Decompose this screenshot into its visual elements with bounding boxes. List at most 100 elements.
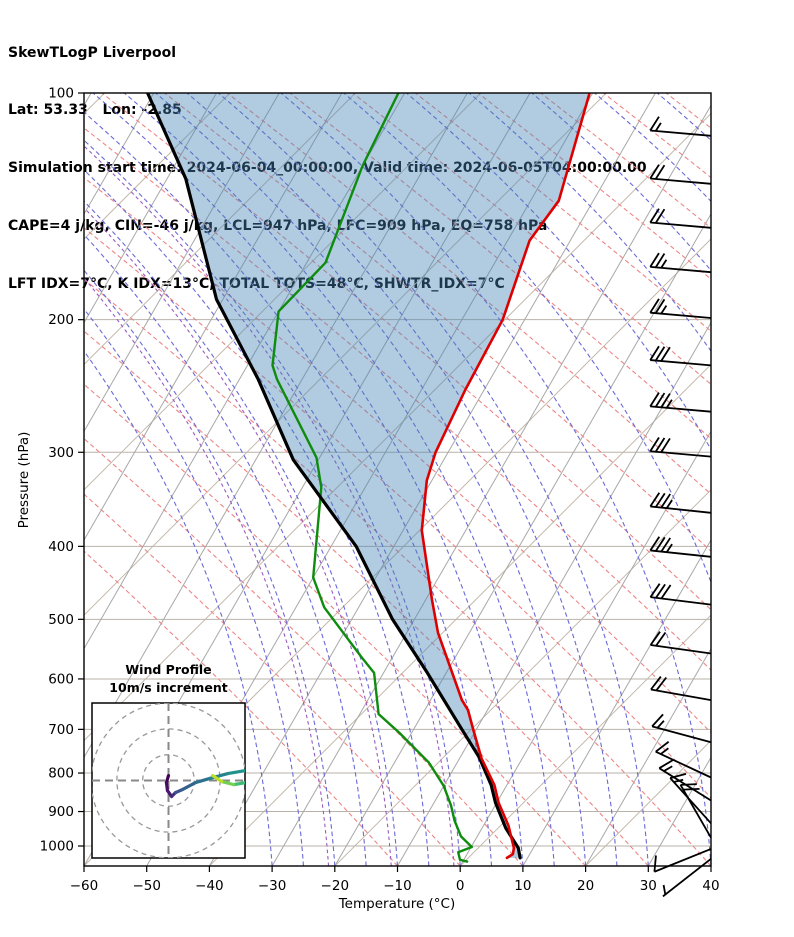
y-tick-label: 800 [48, 766, 74, 782]
barb-staff [650, 221, 712, 229]
hodograph-title-line1: Wind Profile [125, 662, 211, 677]
barb-feather-full [649, 298, 660, 314]
y-tick-label: 300 [48, 445, 74, 461]
header-indices-2: LFT IDX=7°C, K IDX=13°C, TOTAL TOTS=48°C… [8, 276, 505, 293]
barb-feather-full [649, 583, 661, 598]
barb-feather-full [654, 392, 666, 408]
wind-barb [649, 437, 712, 458]
barb-feather-full [655, 492, 666, 508]
y-tick-label: 200 [48, 312, 74, 328]
dry-adiabat-line [84, 278, 711, 866]
dry-adiabat-line [84, 383, 587, 866]
barb-feather-full [660, 393, 671, 408]
barb-feather-full [649, 252, 660, 268]
barb-feather-full [654, 437, 666, 453]
barb-staff [651, 725, 712, 744]
y-tick-label: 1000 [40, 839, 74, 855]
isotherm-line [84, 93, 343, 542]
x-tick-label: 0 [456, 878, 465, 894]
skew-gridline [84, 93, 482, 491]
moist-adiabat-line [656, 93, 711, 142]
barb-feather-full [651, 713, 664, 728]
dry-adiabat-line [84, 127, 711, 671]
barb-feather-full [655, 676, 667, 692]
wind-barb [651, 713, 712, 744]
y-tick-label: 400 [48, 539, 74, 555]
barb-feather-full [654, 253, 666, 268]
skew-gridline [84, 93, 356, 366]
x-tick-label: −60 [70, 878, 99, 894]
skew-gridline [459, 614, 711, 866]
barb-feather-half [662, 884, 667, 895]
barb-feather-full [649, 208, 660, 223]
dry-adiabat-line [101, 93, 711, 611]
isotherm-line [208, 93, 656, 866]
header-latlon: Lat: 53.33 Lon: -2.85 [8, 102, 182, 119]
barb-feather-full [654, 164, 666, 180]
barb-feather-full [649, 492, 661, 507]
hodograph-content [92, 703, 245, 858]
barb-feather-full [649, 345, 660, 361]
wind-barb [679, 783, 712, 839]
mixing-ratio-line [84, 145, 455, 866]
temperature-curve [420, 93, 591, 860]
barb-feather-full [660, 493, 672, 509]
barb-feather-full [655, 583, 666, 599]
wind-barb [649, 536, 712, 558]
skew-gridline [209, 363, 711, 866]
barb-staff [662, 858, 712, 898]
isotherm-line [459, 430, 711, 866]
x-tick-label: −40 [195, 878, 224, 894]
barb-feather-half [654, 122, 662, 132]
barb-feather-full [660, 437, 671, 453]
barb-feather-full [654, 298, 666, 314]
y-tick-label: 700 [48, 722, 74, 738]
x-tick-label: 40 [702, 878, 719, 894]
barb-staff [655, 750, 712, 779]
wind-barb [655, 741, 712, 779]
barb-feather-full [649, 437, 660, 452]
isotherm-line [710, 864, 711, 866]
barb-feather-half [665, 499, 673, 509]
barb-feather-full [669, 772, 687, 779]
dry-adiabat-line [84, 437, 524, 866]
barb-staff [654, 848, 712, 873]
hodograph-wind-path [244, 781, 245, 784]
barb-feather-full [655, 741, 670, 753]
barb-feather-full [649, 392, 660, 407]
hodograph-wind-path [211, 773, 224, 784]
isotherm-line [585, 647, 711, 866]
barb-staff [650, 644, 712, 655]
barb-feather-full [680, 783, 697, 786]
barb-feather-half [663, 765, 673, 772]
barb-staff [650, 405, 712, 413]
barb-staff [650, 311, 712, 319]
dry-adiabat-line [84, 330, 649, 866]
parcel-curve [146, 93, 522, 860]
hodograph-ring [142, 754, 195, 807]
skew-gridline [84, 93, 231, 240]
isotherm-line [522, 539, 711, 866]
isotherm-line [271, 104, 711, 866]
barb-feather-full [649, 631, 661, 646]
barb-feather-half [660, 305, 668, 315]
skew-gridline [585, 739, 711, 866]
barb-feather-full [683, 787, 700, 791]
barb-staff [650, 596, 712, 606]
x-tick-label: 10 [514, 878, 531, 894]
cape-shade-region [147, 93, 590, 858]
y-axis-label: Pressure (hPa) [16, 432, 32, 529]
barb-staff [650, 688, 712, 701]
barb-staff [650, 129, 712, 137]
y-tick-label: 500 [48, 612, 74, 628]
isotherm-line [84, 93, 406, 650]
barb-feather-half [665, 399, 673, 409]
isotherm-line [397, 321, 711, 866]
x-tick-label: −20 [321, 878, 350, 894]
barb-feather-full [655, 631, 667, 647]
isotherm-line [647, 756, 711, 866]
barb-staff [650, 265, 712, 274]
isotherm-line [334, 213, 711, 866]
mixing-ratio-line [84, 277, 330, 866]
barb-staff [650, 177, 712, 185]
